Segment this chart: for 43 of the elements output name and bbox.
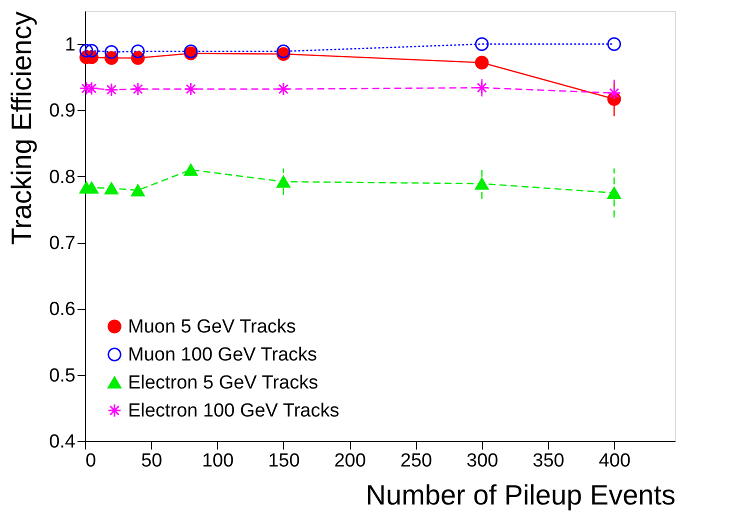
x-tick-label: 200 bbox=[334, 450, 366, 472]
y-tick-label: 0.8 bbox=[49, 166, 76, 188]
point bbox=[104, 82, 118, 97]
point bbox=[184, 82, 198, 96]
x-tick-label: 150 bbox=[268, 450, 300, 472]
point bbox=[84, 182, 98, 194]
y-tick-label: 0.7 bbox=[49, 233, 76, 254]
x-tick-label: 0 bbox=[86, 450, 96, 472]
x-tick-label: 400 bbox=[598, 450, 630, 472]
point bbox=[104, 45, 118, 59]
legend-label: Muon 5 GeV Tracks bbox=[128, 316, 296, 338]
point bbox=[131, 82, 145, 96]
x-axis-title: Number of Pileup Events bbox=[366, 480, 676, 510]
y-tick-label: 0.6 bbox=[49, 299, 76, 320]
point bbox=[607, 86, 622, 100]
x-tick-label: 250 bbox=[400, 450, 432, 472]
y-tick-label: 0.4 bbox=[49, 432, 76, 452]
point bbox=[184, 164, 198, 176]
x-tick-label: 300 bbox=[466, 450, 498, 472]
legend-label: Electron 100 GeV Tracks bbox=[128, 400, 340, 422]
point bbox=[276, 176, 290, 188]
legend-label: Electron 5 GeV Tracks bbox=[128, 372, 318, 394]
y-tick-label: 0.9 bbox=[49, 100, 76, 122]
x-tick-label: 350 bbox=[532, 450, 564, 472]
point bbox=[131, 44, 145, 58]
x-tick-label: 100 bbox=[202, 450, 234, 472]
point bbox=[84, 44, 98, 58]
legend-label: Muon 100 GeV Tracks bbox=[128, 344, 318, 366]
point bbox=[131, 184, 145, 196]
point bbox=[104, 182, 118, 194]
y-tick-label: 0.5 bbox=[49, 365, 76, 386]
point bbox=[276, 82, 290, 96]
point bbox=[607, 186, 622, 199]
point bbox=[474, 37, 489, 51]
point bbox=[276, 44, 290, 58]
y-tick-label: 1 bbox=[64, 34, 76, 56]
point bbox=[607, 37, 622, 51]
y-axis-title: Tracking Efficiency bbox=[6, 12, 38, 245]
point bbox=[79, 44, 94, 58]
point bbox=[474, 80, 489, 95]
x-tick-label: 50 bbox=[141, 450, 162, 472]
point bbox=[474, 56, 489, 70]
point bbox=[474, 178, 489, 190]
